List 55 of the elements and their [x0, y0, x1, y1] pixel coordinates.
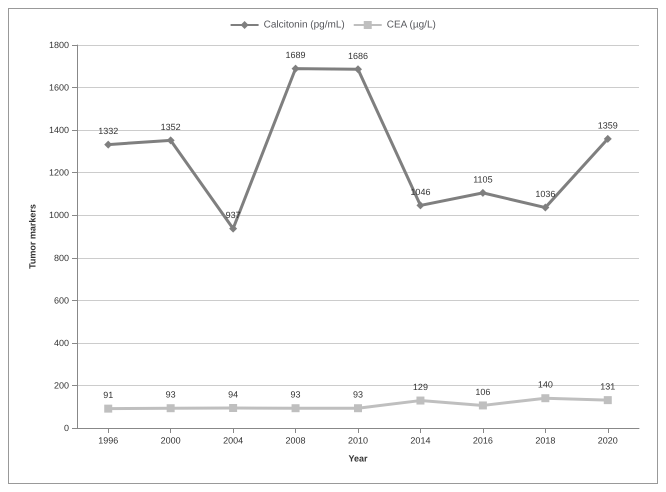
y-tick-label: 600 — [54, 295, 69, 306]
y-tick-label: 1400 — [48, 125, 69, 136]
data-label: 1105 — [473, 174, 493, 184]
data-label: 91 — [103, 390, 114, 400]
point — [229, 404, 238, 412]
data-label: 106 — [475, 386, 490, 397]
y-tick-label: 400 — [54, 338, 69, 348]
y-tick-label: 1000 — [48, 210, 69, 220]
point — [541, 394, 550, 402]
x-axis-title: Year — [348, 454, 368, 464]
point — [416, 201, 424, 210]
x-tick-label: 2018 — [535, 436, 556, 446]
legend-label: CEA (µg/L) — [386, 20, 436, 30]
point — [604, 134, 612, 143]
data-label: 93 — [352, 390, 364, 400]
point — [354, 404, 362, 412]
point — [541, 204, 550, 212]
x-tick-label: 2008 — [286, 436, 306, 446]
point — [478, 188, 487, 197]
y-tick-label: 1600 — [48, 82, 69, 93]
x-tick-label: 2010 — [348, 436, 368, 446]
y-tick-label: 1800 — [48, 40, 69, 50]
data-label: 1686 — [348, 50, 368, 61]
point — [104, 404, 112, 413]
x-tick-label: 2020 — [598, 436, 618, 446]
y-axis-title: Tumor markers — [28, 204, 38, 269]
x-tick-label: 1996 — [98, 436, 118, 446]
data-label: 1352 — [160, 122, 181, 132]
y-tick-label: 0 — [64, 423, 69, 433]
point — [166, 404, 175, 412]
y-tick-label: 200 — [54, 380, 69, 390]
data-label: 1359 — [598, 120, 618, 130]
data-label: 93 — [290, 390, 301, 400]
point — [478, 401, 487, 410]
data-label: 131 — [600, 382, 616, 392]
data-label: 94 — [228, 390, 238, 400]
x-tick-label: 2000 — [160, 436, 181, 446]
data-label: 1036 — [535, 189, 556, 200]
point — [166, 136, 175, 144]
point — [354, 65, 362, 74]
point — [292, 404, 300, 412]
legend-label: Calcitonin (pg/mL) — [264, 20, 345, 30]
data-label: 140 — [538, 380, 553, 390]
y-tick-label: 800 — [54, 252, 69, 263]
data-label: 1689 — [286, 50, 306, 60]
data-label: 1332 — [98, 126, 118, 136]
y-tick-label: 1200 — [48, 168, 69, 178]
x-tick-label: 2014 — [410, 436, 430, 446]
point — [416, 396, 424, 405]
x-tick-label: 2016 — [472, 436, 493, 446]
x-tick-label: 2004 — [223, 436, 244, 446]
point — [604, 396, 612, 404]
point — [229, 224, 238, 233]
data-label: 129 — [412, 382, 428, 392]
data-label: 93 — [166, 390, 176, 400]
